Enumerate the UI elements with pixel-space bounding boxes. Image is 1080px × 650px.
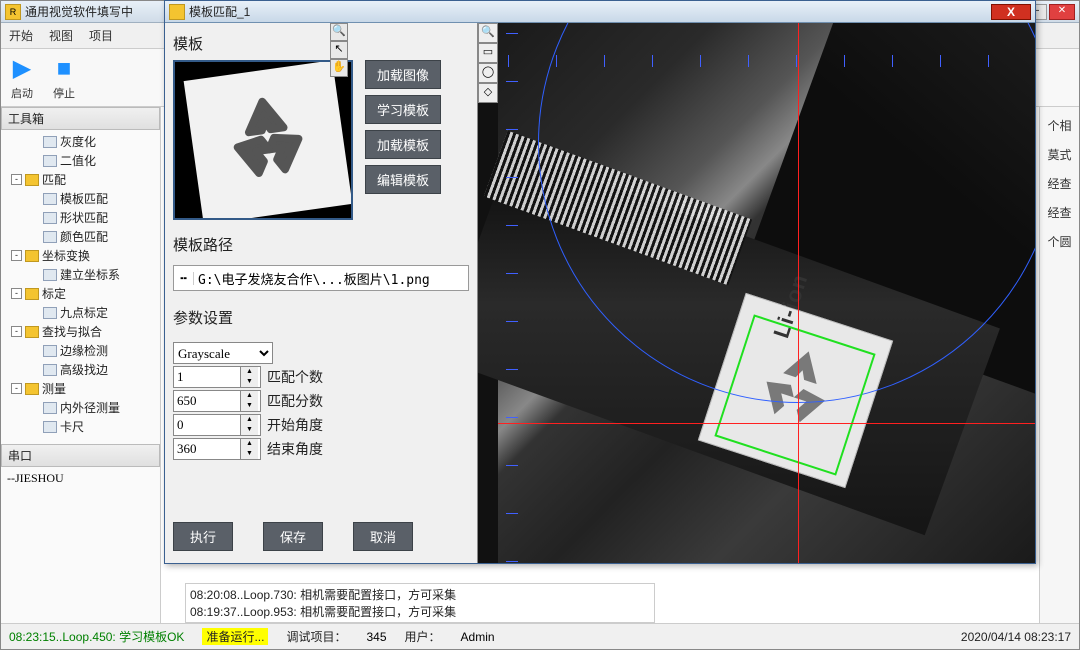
ruler-horizontal xyxy=(498,55,1035,67)
right-strip-item[interactable]: 个相 xyxy=(1042,111,1077,140)
recycle-icon xyxy=(206,80,330,204)
tree-node[interactable]: 建立坐标系 xyxy=(3,265,158,284)
tree-node[interactable]: -坐标变换 xyxy=(3,246,158,265)
cancel-button[interactable]: 取消 xyxy=(353,522,413,551)
camera-image: Li-ion xyxy=(498,23,1035,563)
param-label: 开始角度 xyxy=(267,415,323,435)
play-icon: ▶ xyxy=(13,54,31,83)
tree-node[interactable]: 边缘检测 xyxy=(3,341,158,360)
tree-node[interactable]: 内外径测量 xyxy=(3,398,158,417)
section-params: 参数设置 xyxy=(173,307,469,328)
circle-icon[interactable]: ◯ xyxy=(478,63,498,83)
mode-select[interactable]: Grayscale xyxy=(173,342,273,364)
template-path-field[interactable]: ╍ G:\电子发烧友合作\...板图片\1.png xyxy=(173,265,469,291)
tree-node[interactable]: -标定 xyxy=(3,284,158,303)
hand-icon[interactable]: ✋ xyxy=(330,59,348,77)
tree-node[interactable]: 形状匹配 xyxy=(3,208,158,227)
edit-template-button[interactable]: 编辑模板 xyxy=(365,165,441,194)
crosshair-vertical xyxy=(798,23,799,563)
right-strip-item[interactable]: 莫式 xyxy=(1042,140,1077,169)
diamond-icon[interactable]: ◇ xyxy=(478,83,498,103)
param-input[interactable] xyxy=(174,415,240,435)
tree-node[interactable]: 二值化 xyxy=(3,151,158,170)
dialog-title: 模板匹配_1 xyxy=(189,3,991,20)
dialog-close-button[interactable]: X xyxy=(991,4,1031,20)
log-area: 08:20:08..Loop.730: 相机需要配置接口，方可采集08:19:3… xyxy=(185,583,655,623)
app-icon: R xyxy=(5,4,21,20)
toolbox-header: 工具箱 xyxy=(1,107,160,130)
status-project-label: 调试项目： xyxy=(286,628,346,645)
template-match-dialog: 🔍 ↖ ✋ 模板匹配_1 X 模板 xyxy=(164,0,1036,564)
param-spinner[interactable]: ▲▼ xyxy=(173,390,261,412)
stop-button[interactable]: ■ 停止 xyxy=(53,55,75,101)
tree-node[interactable]: 模板匹配 xyxy=(3,189,158,208)
param-label: 匹配个数 xyxy=(267,367,323,387)
menu-start[interactable]: 开始 xyxy=(9,27,33,44)
status-project-value: 345 xyxy=(366,630,386,644)
side-panel: 工具箱 灰度化二值化-匹配模板匹配形状匹配颜色匹配-坐标变换建立坐标系-标定九点… xyxy=(1,107,161,623)
thumb-tools: 🔍 ↖ ✋ xyxy=(330,23,348,77)
viewer-tools: 🔍 ▭ ◯ ◇ xyxy=(478,23,498,103)
save-button[interactable]: 保存 xyxy=(263,522,323,551)
right-strip-item[interactable]: 个圆 xyxy=(1042,227,1077,256)
ruler-vertical xyxy=(506,23,518,563)
load-template-button[interactable]: 加载模板 xyxy=(365,130,441,159)
tree-node[interactable]: -查找与拟合 xyxy=(3,322,158,341)
dialog-icon xyxy=(169,4,185,20)
tree-node[interactable]: 颜色匹配 xyxy=(3,227,158,246)
right-strip-item[interactable]: 经查 xyxy=(1042,198,1077,227)
status-ready: 准备运行... xyxy=(202,628,268,645)
status-timestamp: 2020/04/14 08:23:17 xyxy=(961,630,1071,644)
status-user-value: Admin xyxy=(461,630,495,644)
path-icon: ╍ xyxy=(174,272,194,285)
image-viewer[interactable]: 🔍 ▭ ◯ ◇ Li-ion xyxy=(477,23,1035,563)
menu-project[interactable]: 项目 xyxy=(89,27,113,44)
zoom-icon[interactable]: 🔍 xyxy=(478,23,498,43)
status-bar: 08:23:15..Loop.450: 学习模板OK 准备运行... 调试项目：… xyxy=(1,623,1079,649)
param-input[interactable] xyxy=(174,439,240,459)
menu-view[interactable]: 视图 xyxy=(49,27,73,44)
zoom-icon[interactable]: 🔍 xyxy=(330,23,348,41)
stop-icon: ■ xyxy=(57,55,72,83)
template-path-text: G:\电子发烧友合作\...板图片\1.png xyxy=(194,269,468,288)
section-template: 模板 xyxy=(173,33,469,54)
run-button[interactable]: 执行 xyxy=(173,522,233,551)
right-strip: 个相莫式经查经查个圆 xyxy=(1039,107,1079,623)
param-label: 结束角度 xyxy=(267,439,323,459)
param-label: 匹配分数 xyxy=(267,391,323,411)
param-spinner[interactable]: ▲▼ xyxy=(173,366,261,388)
tree-node[interactable]: -匹配 xyxy=(3,170,158,189)
start-button[interactable]: ▶ 启动 xyxy=(11,54,33,101)
load-image-button[interactable]: 加载图像 xyxy=(365,60,441,89)
rect-icon[interactable]: ▭ xyxy=(478,43,498,63)
section-path: 模板路径 xyxy=(173,234,469,255)
tree-node[interactable]: 灰度化 xyxy=(3,132,158,151)
tree-node[interactable]: 卡尺 xyxy=(3,417,158,436)
param-spinner[interactable]: ▲▼ xyxy=(173,414,261,436)
crosshair-horizontal xyxy=(498,423,1035,424)
template-thumbnail[interactable] xyxy=(173,60,353,220)
pointer-icon[interactable]: ↖ xyxy=(330,41,348,59)
learn-template-button[interactable]: 学习模板 xyxy=(365,95,441,124)
param-spinner[interactable]: ▲▼ xyxy=(173,438,261,460)
param-input[interactable] xyxy=(174,391,240,411)
dialog-left-panel: 模板 加载图像 学习模板 xyxy=(165,23,477,563)
right-strip-item[interactable]: 经查 xyxy=(1042,169,1077,198)
tree-node[interactable]: 九点标定 xyxy=(3,303,158,322)
tree-node[interactable]: -测量 xyxy=(3,379,158,398)
serial-header: 串口 xyxy=(1,444,160,467)
toolbox-tree: 灰度化二值化-匹配模板匹配形状匹配颜色匹配-坐标变换建立坐标系-标定九点标定-查… xyxy=(1,130,160,438)
close-button[interactable]: ✕ xyxy=(1049,4,1075,20)
dialog-titlebar: 模板匹配_1 X xyxy=(165,1,1035,23)
param-input[interactable] xyxy=(174,367,240,387)
serial-line: --JIESHOU xyxy=(1,467,160,490)
tree-node[interactable]: 高级找边 xyxy=(3,360,158,379)
status-user-label: 用户： xyxy=(405,628,441,645)
status-left: 08:23:15..Loop.450: 学习模板OK xyxy=(9,628,184,645)
